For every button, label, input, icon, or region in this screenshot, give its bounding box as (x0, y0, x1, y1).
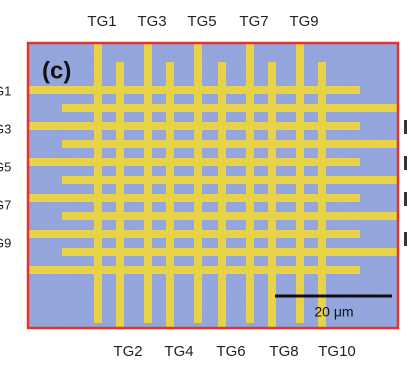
horizontal-gate (62, 140, 398, 148)
bottom-gate-label: TG10 (318, 343, 356, 360)
substrate-texture (28, 43, 398, 328)
bottom-gate-label: TG8 (269, 343, 298, 360)
horizontal-gate (62, 176, 398, 184)
bottom-gate-label: TG2 (113, 343, 142, 360)
horizontal-gate (62, 248, 398, 256)
vertical-gate (318, 62, 326, 328)
vertical-gate (94, 43, 102, 323)
bottom-gate-label: TG6 (216, 343, 245, 360)
top-gate-label: TG7 (239, 13, 268, 30)
top-gate-label: TG1 (87, 13, 116, 30)
panel-label: (c) (42, 57, 71, 84)
horizontal-gate (62, 104, 398, 112)
vertical-gate (194, 43, 202, 323)
vertical-gate (218, 62, 226, 328)
top-gate-label: TG3 (137, 13, 166, 30)
vertical-gate (268, 62, 276, 328)
left-gate-label: G1 (0, 83, 11, 98)
vertical-gate (144, 43, 152, 323)
left-gate-label: G3 (0, 121, 11, 136)
scale-bar-label: 20 μm (314, 304, 353, 320)
top-gate-label: TG9 (289, 13, 318, 30)
horizontal-gate (62, 212, 398, 220)
cut-label (404, 156, 407, 170)
left-gate-label: G5 (0, 159, 11, 174)
cut-label (404, 120, 407, 134)
top-gate-label: TG5 (187, 13, 216, 30)
vertical-gate (116, 62, 124, 328)
cut-label (404, 192, 407, 206)
vertical-gate (166, 62, 174, 328)
figure: (c) 20 μm TG1 TG3 TG5 TG7 TG9 TG2 TG4 TG6 TG8 TG1… (0, 0, 411, 368)
vertical-gate (296, 43, 304, 323)
left-gate-label: G7 (0, 197, 11, 212)
bottom-gate-label: TG4 (164, 343, 193, 360)
left-gate-label: G9 (0, 235, 11, 250)
cut-label (404, 232, 407, 246)
vertical-gate (246, 43, 254, 323)
